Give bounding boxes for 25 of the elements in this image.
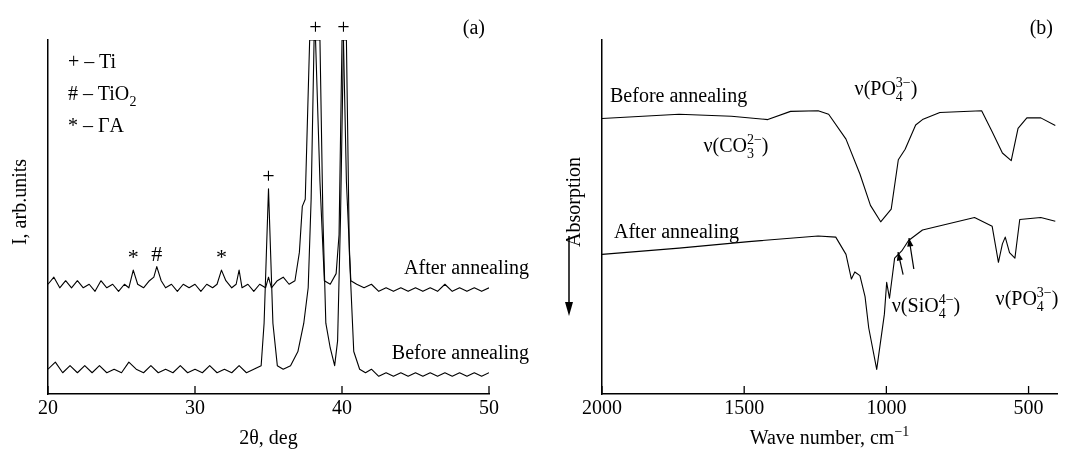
y-axis-title: I, arb.units — [8, 158, 30, 246]
annotation: * – ΓA — [68, 114, 125, 136]
x-tick-label: 1500 — [724, 396, 765, 419]
chart-title: (b) — [1029, 16, 1054, 39]
annotation: + — [262, 162, 275, 188]
x-tick-label: 30 — [185, 396, 205, 419]
annotation: + — [309, 14, 322, 39]
y-axis-title: Absorption — [562, 157, 585, 247]
chart-title: (a) — [462, 16, 486, 39]
x-tick-label: 2000 — [582, 396, 622, 419]
series-label: After annealing — [404, 255, 530, 279]
x-tick-label: 20 — [38, 396, 58, 419]
x-tick-label: 50 — [479, 396, 499, 419]
annotation: + — [337, 14, 350, 39]
annotation: # — [151, 240, 163, 266]
series-label: After annealing — [614, 220, 739, 244]
series-label: Before annealing — [391, 340, 530, 364]
annotation: * — [127, 244, 139, 270]
x-tick-label: 1000 — [866, 396, 907, 419]
annotation: * — [215, 244, 227, 270]
x-tick-label: 40 — [332, 396, 352, 419]
series-label: Before annealing — [610, 84, 748, 108]
annotation: + – Ti — [68, 50, 117, 72]
x-axis-title: 2θ, deg — [239, 426, 298, 449]
x-tick-label: 500 — [1013, 396, 1044, 419]
